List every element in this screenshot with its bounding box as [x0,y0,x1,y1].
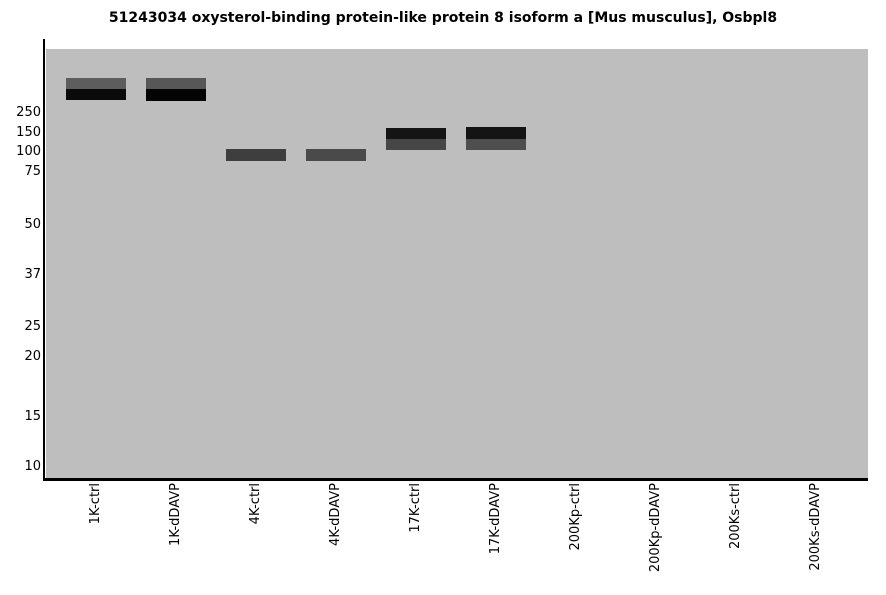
x-tick-label-200Kp-ctrl: 200Kp-ctrl [568,483,583,551]
gel-band-17K-ctrl-seg1 [386,139,446,150]
gel-band-17K-dDAVP-seg0 [466,126,526,139]
gel-plot-area [46,49,868,478]
x-tick-label-1K-dDAVP: 1K-dDAVP [168,483,183,546]
x-tick-label-4K-ctrl: 4K-ctrl [248,483,263,525]
x-tick-label-200Ks-ctrl: 200Ks-ctrl [728,483,743,550]
y-tick-label-15: 15 [24,408,41,424]
y-tick-label-75: 75 [24,163,41,179]
x-axis-spine [43,478,868,481]
x-tick-label-17K-dDAVP: 17K-dDAVP [488,483,503,555]
y-tick-label-150: 150 [16,124,41,140]
gel-band-1K-dDAVP-seg1 [146,88,206,101]
y-tick-label-37: 37 [24,266,41,282]
gel-band-17K-ctrl-seg0 [386,127,446,139]
chart-title: 51243034 oxysterol-binding protein-like … [108,10,778,26]
y-tick-label-25: 25 [24,318,41,334]
gel-band-4K-ctrl-seg0 [226,148,286,161]
gel-band-17K-dDAVP-seg1 [466,139,526,150]
x-tick-label-200Kp-dDAVP: 200Kp-dDAVP [648,483,663,573]
y-tick-label-10: 10 [24,459,41,475]
y-axis-spine [43,39,45,481]
y-tick-label-50: 50 [24,217,41,233]
y-tick-label-20: 20 [24,348,41,364]
gel-band-4K-dDAVP-seg0 [306,148,366,161]
gel-band-1K-ctrl-seg1 [66,88,126,100]
gel-band-1K-dDAVP-seg0 [146,78,206,89]
x-tick-label-200Ks-dDAVP: 200Ks-dDAVP [808,483,823,571]
gel-band-1K-ctrl-seg0 [66,78,126,89]
y-tick-label-100: 100 [16,144,41,159]
x-tick-label-4K-dDAVP: 4K-dDAVP [328,483,343,546]
x-tick-label-1K-ctrl: 1K-ctrl [88,483,103,525]
x-tick-label-17K-ctrl: 17K-ctrl [408,483,423,533]
y-tick-label-250: 250 [16,105,41,120]
